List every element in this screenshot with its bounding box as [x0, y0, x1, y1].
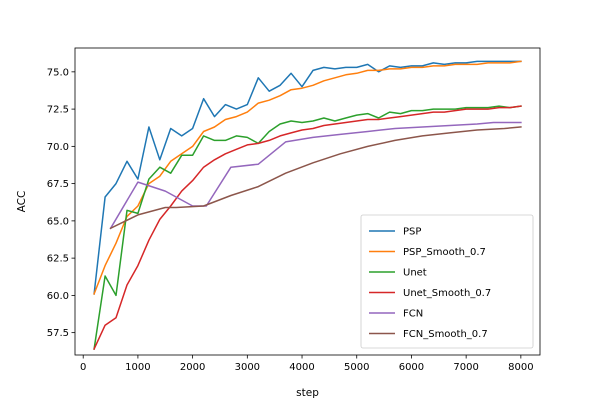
x-tick-label: 3000: [235, 362, 260, 373]
y-tick-label: 60.0: [47, 291, 69, 302]
series-line-fcn-smooth-0-7: [109, 126, 522, 230]
series-layer: [93, 60, 522, 350]
plot-frame: [74, 47, 541, 356]
legend-entry-label: Unet_Smooth_0.7: [403, 288, 491, 299]
legend: PSP PSP_Smooth_0.7 Unet Unet_Smooth_0.7 FCN F…: [360, 214, 534, 349]
series-line-unet: [93, 105, 522, 350]
x-axis-label: step: [296, 387, 319, 399]
legend-entry-label: Unet: [403, 268, 427, 279]
x-tick-label: 8000: [508, 362, 533, 373]
legend-box: [360, 214, 534, 349]
y-axis-ticks: 57.5 60.0 62.5 65.0 67.5 70.0 72.5 75.0: [47, 67, 75, 339]
y-tick-label: 62.5: [47, 254, 69, 265]
x-tick-label: 1000: [125, 362, 150, 373]
x-tick-label: 0: [80, 362, 86, 373]
x-tick-label: 7000: [453, 362, 478, 373]
legend-entry-label: FCN_Smooth_0.7: [403, 329, 488, 340]
series-line-fcn: [109, 121, 522, 230]
y-tick-label: 57.5: [47, 328, 69, 339]
y-axis-label: ACC: [16, 191, 28, 213]
series-line-psp-smooth-0-7: [93, 60, 522, 295]
x-tick-label: 6000: [399, 362, 424, 373]
y-tick-label: 70.0: [47, 142, 69, 153]
legend-entry-label: PSP: [403, 227, 421, 238]
y-tick-label: 65.0: [47, 216, 69, 227]
y-tick-label: 72.5: [47, 105, 69, 116]
x-tick-label: 4000: [289, 362, 314, 373]
legend-entry-label: FCN: [403, 309, 423, 320]
x-tick-label: 2000: [180, 362, 205, 373]
y-tick-label: 75.0: [47, 67, 69, 78]
series-line-unet-smooth-0-7: [93, 105, 522, 350]
x-axis-ticks: 0 1000 2000 3000 4000 5000 6000 7000 8000: [80, 355, 534, 373]
series-line-psp: [93, 60, 522, 295]
y-tick-label: 67.5: [47, 179, 69, 190]
legend-entry-label: PSP_Smooth_0.7: [403, 247, 486, 258]
x-tick-label: 5000: [344, 362, 369, 373]
